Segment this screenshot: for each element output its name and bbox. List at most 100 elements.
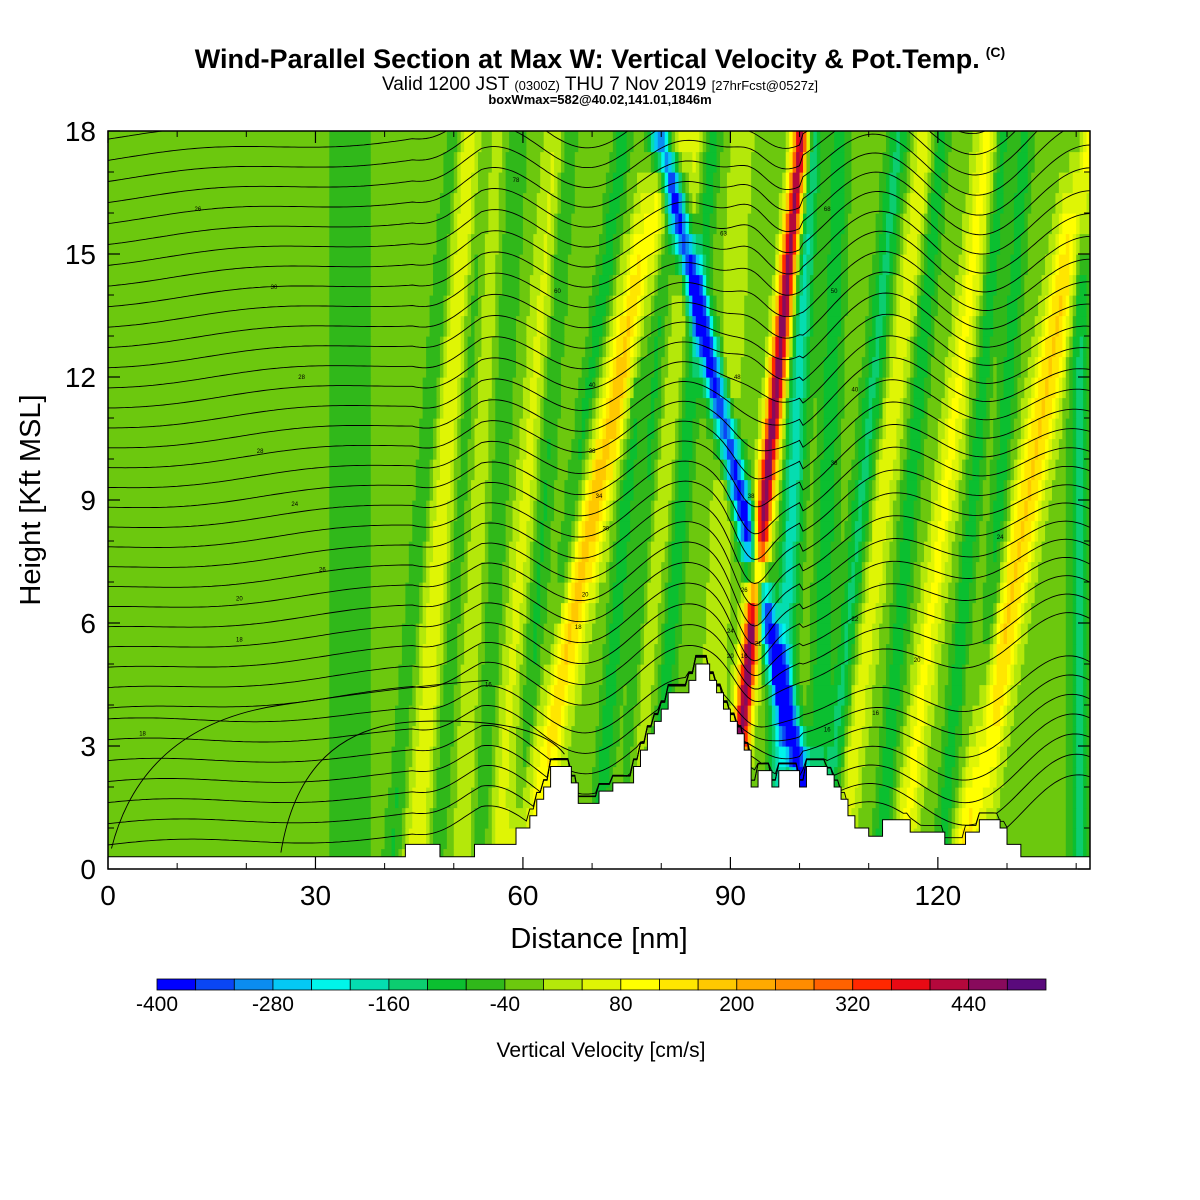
velocity-cell — [1003, 356, 1015, 378]
velocity-cell — [616, 131, 628, 153]
velocity-cell — [540, 664, 545, 686]
velocity-cell — [681, 151, 693, 173]
velocity-cell — [567, 254, 597, 276]
velocity-cell — [1065, 643, 1074, 665]
velocity-cell — [1010, 582, 1015, 604]
velocity-cell — [847, 623, 856, 645]
colorbar-swatch — [659, 978, 699, 991]
velocity-cell — [467, 582, 483, 604]
velocity-cell — [785, 274, 790, 296]
velocity-cell — [841, 664, 846, 686]
velocity-cell — [744, 725, 749, 747]
velocity-cell — [913, 131, 918, 153]
velocity-cell — [543, 233, 548, 255]
velocity-cell — [803, 479, 811, 501]
velocity-cell — [619, 479, 624, 501]
velocity-cell — [661, 356, 669, 378]
velocity-cell — [630, 746, 638, 768]
velocity-cell — [768, 664, 773, 686]
velocity-cell — [865, 336, 870, 358]
velocity-cell — [951, 766, 960, 788]
colorbar-tick-label: -160 — [368, 993, 410, 1016]
velocity-cell — [979, 274, 984, 296]
velocity-cell — [415, 643, 420, 665]
velocity-cell — [796, 295, 801, 317]
velocity-cell — [858, 541, 863, 563]
velocity-cell — [955, 418, 963, 440]
velocity-cell — [108, 254, 330, 276]
velocity-cell — [329, 541, 372, 563]
velocity-cell — [1083, 828, 1088, 850]
velocity-cell — [785, 397, 790, 419]
colorbar-swatch — [427, 978, 467, 991]
velocity-cell — [948, 664, 953, 686]
velocity-cell — [657, 684, 662, 706]
velocity-cell — [726, 172, 752, 194]
velocity-cell — [1000, 438, 1008, 460]
velocity-cell — [965, 623, 974, 645]
velocity-cell — [408, 725, 413, 747]
velocity-cell — [764, 336, 770, 358]
velocity-cell — [616, 356, 628, 378]
velocity-cell — [446, 500, 455, 522]
velocity-cell — [972, 356, 977, 378]
velocity-cell — [654, 500, 669, 522]
velocity-cell — [958, 479, 967, 501]
velocity-cell — [602, 664, 607, 686]
velocity-cell — [937, 213, 946, 235]
velocity-cell — [460, 561, 469, 583]
velocity-cell — [605, 418, 617, 440]
velocity-cell — [1051, 418, 1057, 440]
velocity-cell — [1083, 541, 1088, 563]
velocity-cell — [761, 561, 766, 583]
velocity-cell — [671, 500, 676, 522]
velocity-cell — [889, 684, 901, 706]
velocity-cell — [955, 623, 967, 645]
velocity-cell — [1041, 274, 1050, 296]
velocity-cell — [920, 295, 932, 317]
velocity-cell — [803, 438, 808, 460]
velocity-cell — [834, 664, 842, 686]
velocity-cell — [1013, 561, 1018, 583]
velocity-cell — [948, 377, 956, 399]
velocity-cell — [467, 336, 476, 358]
velocity-cell — [108, 213, 330, 235]
isentrope-label: 68 — [824, 207, 831, 213]
colorbar-swatch — [736, 978, 776, 991]
velocity-cell — [536, 705, 545, 727]
velocity-cell — [975, 254, 980, 276]
velocity-cell — [889, 807, 894, 829]
velocity-cell — [536, 213, 548, 235]
velocity-cell — [685, 295, 690, 317]
velocity-cell — [602, 418, 607, 440]
velocity-cell — [415, 705, 420, 727]
velocity-cell — [903, 725, 911, 747]
velocity-cell — [595, 438, 604, 460]
velocity-cell — [782, 520, 787, 542]
velocity-cell — [443, 582, 448, 604]
velocity-cell — [903, 192, 908, 214]
velocity-cell — [678, 397, 683, 419]
velocity-cell — [868, 725, 880, 747]
velocity-cell — [968, 172, 974, 194]
velocity-cell — [412, 520, 427, 542]
velocity-cell — [557, 172, 562, 194]
velocity-cell — [803, 582, 811, 604]
velocity-cell — [505, 541, 510, 563]
velocity-cell — [986, 295, 994, 317]
velocity-cell — [706, 418, 714, 440]
velocity-cell — [771, 377, 776, 399]
velocity-cell — [498, 295, 521, 317]
velocity-cell — [415, 623, 420, 645]
velocity-cell — [1055, 315, 1060, 337]
isentrope-line — [108, 446, 1090, 535]
velocity-cell — [910, 315, 915, 337]
velocity-cell — [875, 274, 880, 296]
velocity-cell — [543, 295, 552, 317]
velocity-cell — [955, 643, 967, 665]
velocity-cell — [882, 377, 887, 399]
velocity-cell — [1076, 459, 1084, 481]
velocity-cell — [796, 315, 801, 337]
velocity-cell — [491, 828, 496, 850]
velocity-cell — [605, 602, 614, 624]
